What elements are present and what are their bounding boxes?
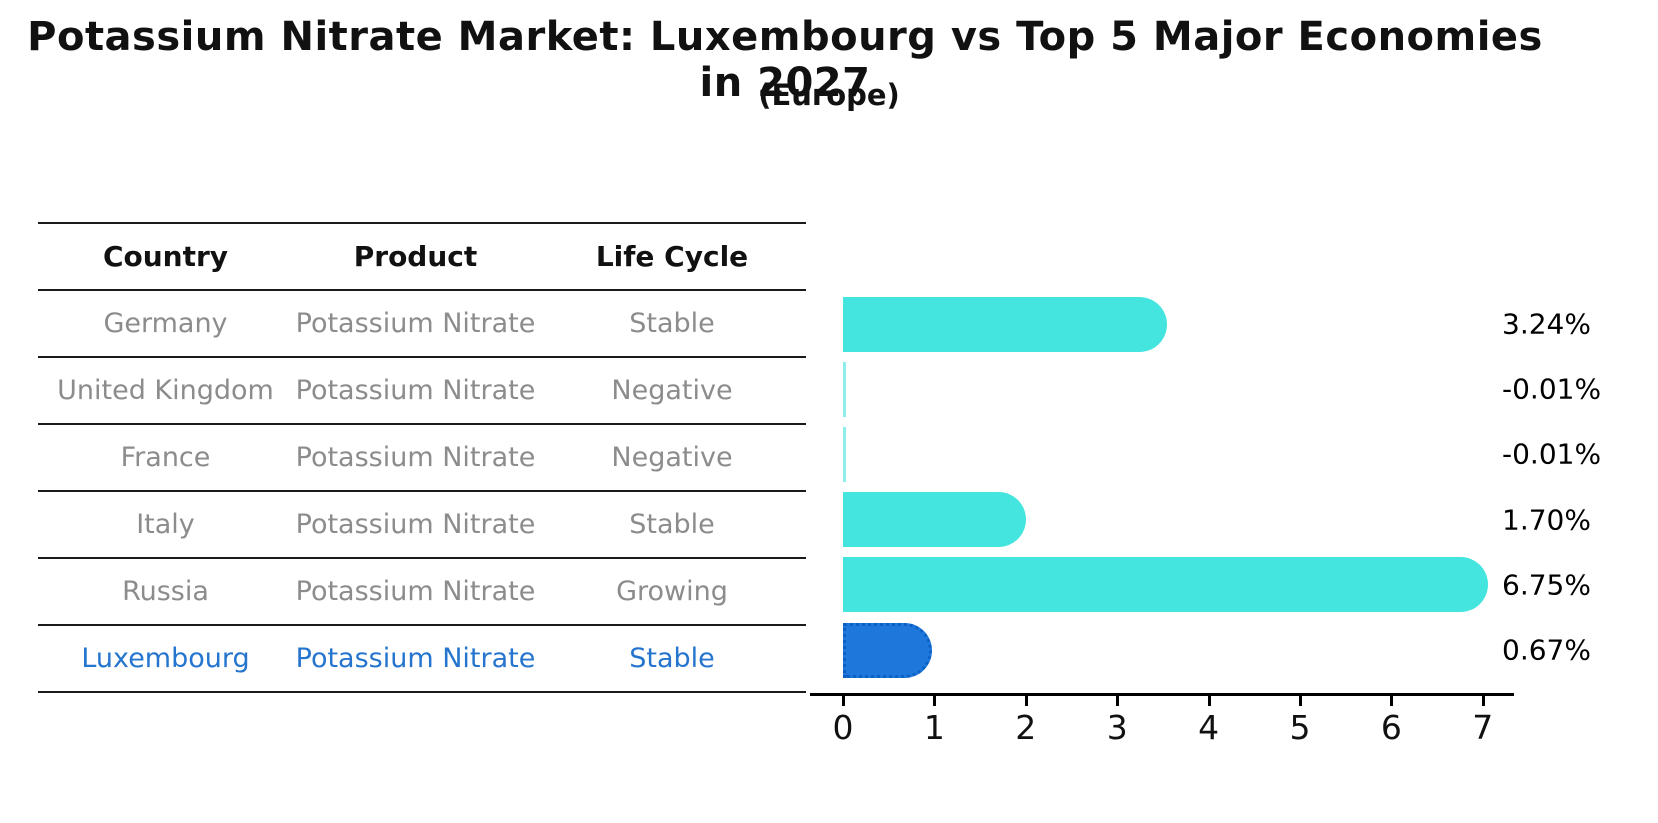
- value-label: 6.75%: [1502, 568, 1591, 602]
- value-label: 3.24%: [1502, 307, 1591, 341]
- life-cycle-cell: Growing: [616, 576, 728, 607]
- bar-france: [843, 426, 846, 482]
- x-axis-tick: [1299, 696, 1302, 706]
- bar-germany: [843, 296, 1168, 352]
- x-tick-label: 2: [1015, 708, 1037, 747]
- country-cell: France: [120, 442, 211, 473]
- life-cycle-cell: Stable: [629, 509, 715, 540]
- x-tick-label: 6: [1380, 708, 1402, 747]
- x-tick-label: 1: [923, 708, 945, 747]
- product-cell: Potassium Nitrate: [295, 643, 536, 674]
- x-axis-tick: [1390, 696, 1394, 706]
- bar-luxembourg: [843, 622, 933, 678]
- column-header-country: Country: [102, 240, 229, 273]
- chart-title: Potassium Nitrate Market: Luxembourg vs …: [27, 14, 1543, 106]
- x-axis-tick: [1207, 696, 1211, 706]
- table-row-luxembourg: Luxembourg Potassium Nitrate Stable: [38, 626, 806, 693]
- x-axis-tick: [1024, 696, 1028, 706]
- table-row: Germany Potassium Nitrate Stable: [38, 291, 806, 358]
- bar-italy: [843, 492, 1027, 548]
- product-cell: Potassium Nitrate: [295, 442, 536, 473]
- table-row: Italy Potassium Nitrate Stable: [38, 492, 806, 559]
- table-row: France Potassium Nitrate Negative: [38, 425, 806, 492]
- life-cycle-cell: Stable: [629, 643, 715, 674]
- country-cell: Germany: [103, 308, 228, 339]
- bar-united-kingdom: [843, 361, 846, 417]
- info-table: Country Product Life Cycle Germany Potas…: [38, 222, 806, 693]
- x-axis-tick: [1116, 696, 1120, 706]
- life-cycle-cell: Negative: [611, 375, 733, 406]
- x-axis-tick: [842, 696, 845, 706]
- country-cell: Russia: [122, 576, 209, 607]
- country-cell: United Kingdom: [57, 375, 274, 406]
- x-tick-label: 3: [1106, 708, 1128, 747]
- table-header-row: Country Product Life Cycle: [38, 224, 806, 291]
- bar-russia: [843, 557, 1488, 613]
- product-cell: Potassium Nitrate: [295, 576, 536, 607]
- country-cell: Luxembourg: [81, 643, 250, 674]
- value-label: 0.67%: [1502, 633, 1591, 667]
- life-cycle-cell: Stable: [629, 308, 715, 339]
- value-label: -0.01%: [1502, 437, 1602, 471]
- value-label: 1.70%: [1502, 503, 1591, 537]
- x-tick-label: 7: [1472, 708, 1494, 747]
- product-cell: Potassium Nitrate: [295, 509, 536, 540]
- chart-subtitle: (Europe): [758, 78, 900, 112]
- x-axis-tick: [933, 696, 937, 706]
- country-cell: Italy: [136, 509, 195, 540]
- x-axis-line: [810, 693, 1514, 696]
- x-axis-tick: [1481, 696, 1485, 706]
- value-label: -0.01%: [1502, 372, 1602, 406]
- column-header-life-cycle: Life Cycle: [595, 240, 749, 273]
- x-tick-label: 0: [832, 708, 854, 747]
- product-cell: Potassium Nitrate: [295, 375, 536, 406]
- product-cell: Potassium Nitrate: [295, 308, 536, 339]
- x-tick-label: 4: [1198, 708, 1220, 747]
- column-header-product: Product: [353, 240, 478, 273]
- x-tick-label: 5: [1289, 708, 1311, 747]
- table-row: United Kingdom Potassium Nitrate Negativ…: [38, 358, 806, 425]
- table-row: Russia Potassium Nitrate Growing: [38, 559, 806, 626]
- life-cycle-cell: Negative: [611, 442, 733, 473]
